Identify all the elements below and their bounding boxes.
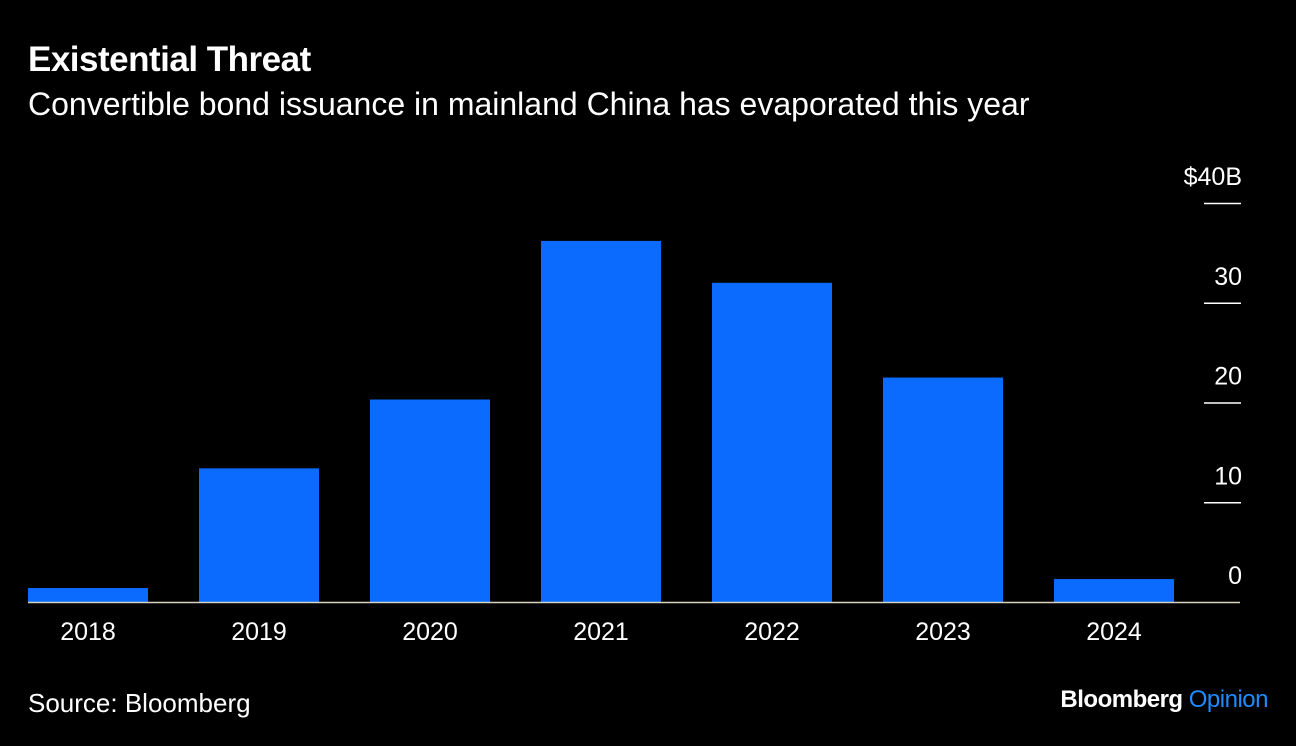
y-axis-ticks: 0 10 20 30 $40B	[1184, 163, 1242, 590]
source-note: Source: Bloomberg	[28, 688, 251, 718]
bar-2020	[370, 399, 490, 602]
bar-2018	[28, 588, 148, 602]
brand-primary: Bloomberg	[1060, 686, 1183, 713]
bar-2019	[199, 468, 319, 602]
bar-2022	[712, 282, 832, 602]
bar-chart: 2018 2019 2020 2021 2022 2023 2024 0 10 20 30 $40B	[28, 163, 1242, 646]
y-tick-label: 0	[1228, 562, 1242, 590]
x-tick-label: 2018	[60, 618, 116, 646]
x-tick-label: 2024	[1086, 618, 1142, 646]
chart-subtitle: Convertible bond issuance in mainland Ch…	[28, 86, 1030, 122]
chart-title: Existential Threat	[28, 40, 311, 79]
brand-logo: Bloomberg Opinion	[1060, 686, 1268, 714]
x-axis-labels: 2018 2019 2020 2021 2022 2023 2024	[60, 618, 1142, 646]
x-tick-label: 2019	[231, 618, 287, 646]
bars-group	[28, 240, 1174, 602]
y-tick-label: $40B	[1184, 163, 1242, 191]
y-tick-label: 10	[1214, 462, 1242, 490]
x-tick-label: 2021	[573, 618, 629, 646]
bar-2021	[541, 240, 661, 602]
x-tick-label: 2020	[402, 618, 458, 646]
x-tick-label: 2023	[915, 618, 971, 646]
x-tick-label: 2022	[744, 618, 800, 646]
brand-secondary: Opinion	[1188, 686, 1269, 713]
bar-2024	[1054, 579, 1174, 602]
bar-2023	[883, 377, 1003, 602]
y-tick-label: 30	[1214, 263, 1242, 291]
y-tick-label: 20	[1214, 363, 1242, 391]
